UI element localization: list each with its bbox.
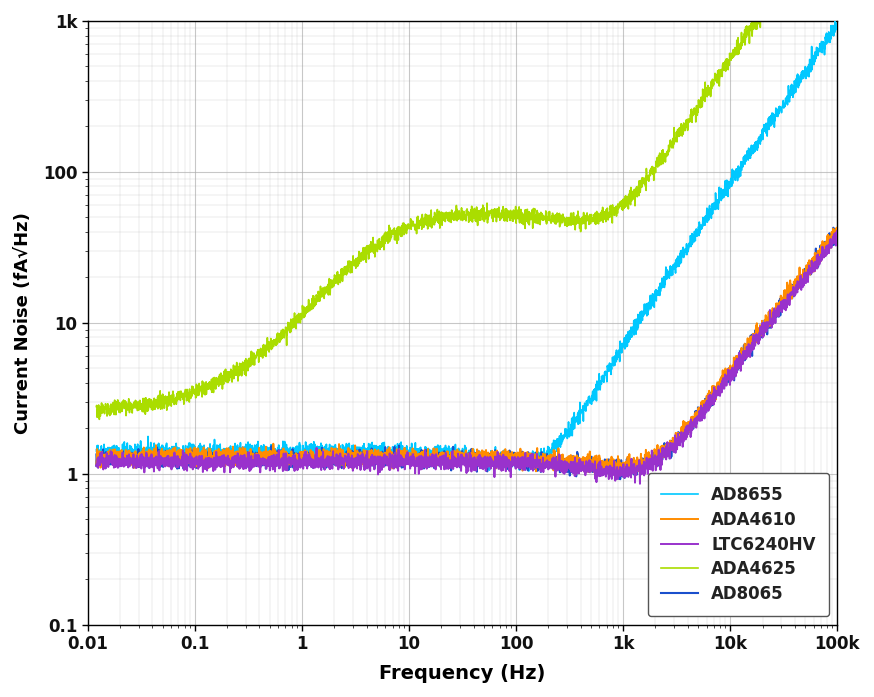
- LTC6240HV: [738, 351, 748, 359]
- AD8065: [829, 224, 839, 232]
- LTC6240HV: [176, 458, 186, 466]
- ADA4610: [375, 452, 385, 461]
- AD8655: [832, 20, 843, 29]
- AD8655: [818, 43, 829, 51]
- AD8655: [91, 445, 101, 454]
- AD8655: [176, 447, 186, 455]
- AD8655: [524, 467, 534, 475]
- AD8655: [375, 452, 385, 460]
- AD8065: [832, 230, 843, 238]
- AD8655: [738, 158, 748, 166]
- Line: AD8655: AD8655: [96, 18, 837, 471]
- ADA4610: [407, 444, 418, 452]
- Line: ADA4610: ADA4610: [96, 228, 837, 473]
- AD8065: [375, 452, 385, 460]
- X-axis label: Frequency (Hz): Frequency (Hz): [379, 664, 546, 683]
- AD8655: [219, 454, 230, 462]
- ADA4610: [176, 457, 186, 465]
- ADA4610: [91, 460, 101, 468]
- AD8655: [829, 14, 840, 22]
- ADA4610: [832, 231, 843, 240]
- AD8065: [219, 455, 230, 464]
- AD8065: [91, 450, 101, 459]
- ADA4625: [407, 222, 418, 230]
- ADA4625: [376, 241, 386, 250]
- LTC6240HV: [832, 227, 843, 235]
- ADA4610: [738, 346, 748, 355]
- LTC6240HV: [818, 243, 829, 252]
- Line: AD8065: AD8065: [96, 228, 837, 480]
- LTC6240HV: [219, 459, 230, 467]
- LTC6240HV: [635, 480, 645, 488]
- ADA4625: [176, 390, 186, 399]
- LTC6240HV: [407, 461, 418, 469]
- ADA4625: [220, 366, 231, 374]
- ADA4610: [831, 224, 842, 232]
- AD8065: [407, 457, 418, 465]
- AD8065: [738, 346, 748, 354]
- ADA4625: [91, 402, 101, 411]
- LTC6240HV: [832, 229, 843, 238]
- LTC6240HV: [375, 455, 385, 464]
- AD8655: [407, 447, 418, 456]
- ADA4625: [738, 36, 748, 44]
- Legend: AD8655, ADA4610, LTC6240HV, ADA4625, AD8065: AD8655, ADA4610, LTC6240HV, ADA4625, AD8…: [648, 473, 829, 616]
- AD8065: [176, 458, 186, 466]
- Line: ADA4625: ADA4625: [96, 0, 837, 420]
- AD8065: [615, 475, 626, 484]
- AD8065: [818, 247, 829, 256]
- Y-axis label: Current Noise (fA√Hz): Current Noise (fA√Hz): [14, 212, 31, 434]
- ADA4610: [219, 450, 230, 459]
- ADA4610: [818, 242, 829, 250]
- ADA4610: [625, 469, 635, 477]
- LTC6240HV: [91, 462, 101, 470]
- ADA4625: [94, 415, 105, 424]
- Line: LTC6240HV: LTC6240HV: [96, 231, 837, 484]
